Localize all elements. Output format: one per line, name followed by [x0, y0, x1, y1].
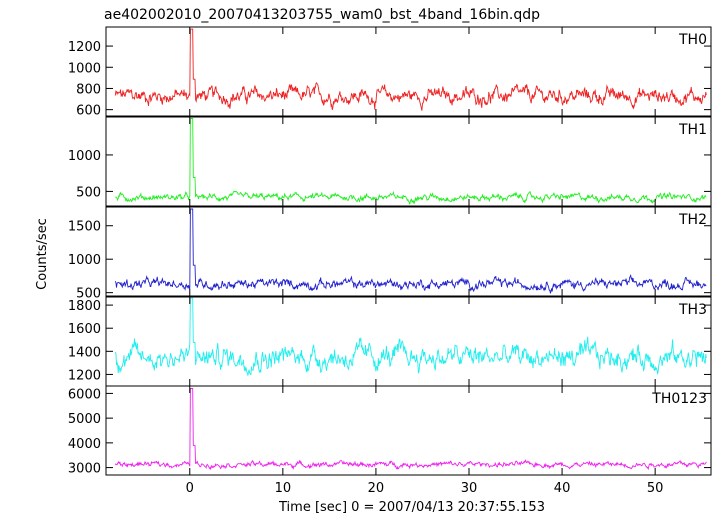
y-tick-label: 500 — [76, 287, 101, 302]
y-tick-label: 1400 — [68, 345, 101, 360]
x-tick-label: 10 — [275, 481, 292, 496]
panel-frame — [105, 296, 712, 387]
panel-th3: 1200 1400 1600 1800 TH3 — [68, 296, 712, 387]
y-tick-label: 6000 — [68, 387, 101, 402]
panel-frame — [105, 385, 712, 476]
panel-label: TH3 — [678, 302, 707, 318]
series-line-th3 — [114, 297, 707, 376]
y-tick-label: 4000 — [68, 437, 101, 452]
panel-th1: 500 1000 TH1 — [68, 116, 712, 207]
panel-frame — [105, 206, 712, 297]
chart-title: ae402002010_20070413203755_wam0_bst_4ban… — [104, 7, 540, 23]
x-tick-label: 20 — [368, 481, 385, 496]
panel-frame — [105, 26, 712, 117]
panel-label: TH0 — [678, 32, 707, 48]
series-line-th0 — [114, 28, 707, 111]
series-line-th0123 — [114, 388, 707, 471]
y-tick-label: 1200 — [68, 40, 101, 55]
panel-th2: 500 1000 1500 TH2 — [68, 206, 712, 302]
y-tick-label: 1000 — [68, 253, 101, 268]
series-line-th2 — [114, 208, 707, 294]
panel-th0123: 3000 4000 5000 6000 TH0123 — [68, 385, 712, 477]
y-tick-label: 800 — [76, 82, 101, 97]
y-tick-label: 1200 — [68, 368, 101, 383]
y-tick-label: 1600 — [68, 322, 101, 337]
x-tick-label: 50 — [647, 481, 664, 496]
y-tick-label: 1000 — [68, 61, 101, 76]
panel-label: TH2 — [678, 212, 707, 228]
x-tick-label: 0 — [186, 481, 194, 496]
y-tick-label: 600 — [76, 104, 101, 119]
panel-label: TH0123 — [651, 391, 707, 407]
x-axis-label: Time [sec] 0 = 2007/04/13 20:37:55.153 — [278, 500, 545, 515]
y-tick-label: 1800 — [68, 299, 101, 314]
panel-frame — [105, 116, 712, 207]
y-tick-label: 3000 — [68, 462, 101, 477]
x-tick-label: 30 — [461, 481, 478, 496]
y-tick-label: 1500 — [68, 220, 101, 235]
panel-th0: 600 800 1000 1200 TH0 — [68, 26, 712, 119]
y-axis-label: Counts/sec — [35, 218, 50, 290]
panel-label: TH1 — [678, 122, 707, 138]
y-tick-label: 1000 — [68, 149, 101, 164]
y-tick-label: 5000 — [68, 412, 101, 427]
y-tick-label: 500 — [76, 185, 101, 200]
x-tick-label: 40 — [554, 481, 571, 496]
series-line-th1 — [115, 118, 707, 205]
